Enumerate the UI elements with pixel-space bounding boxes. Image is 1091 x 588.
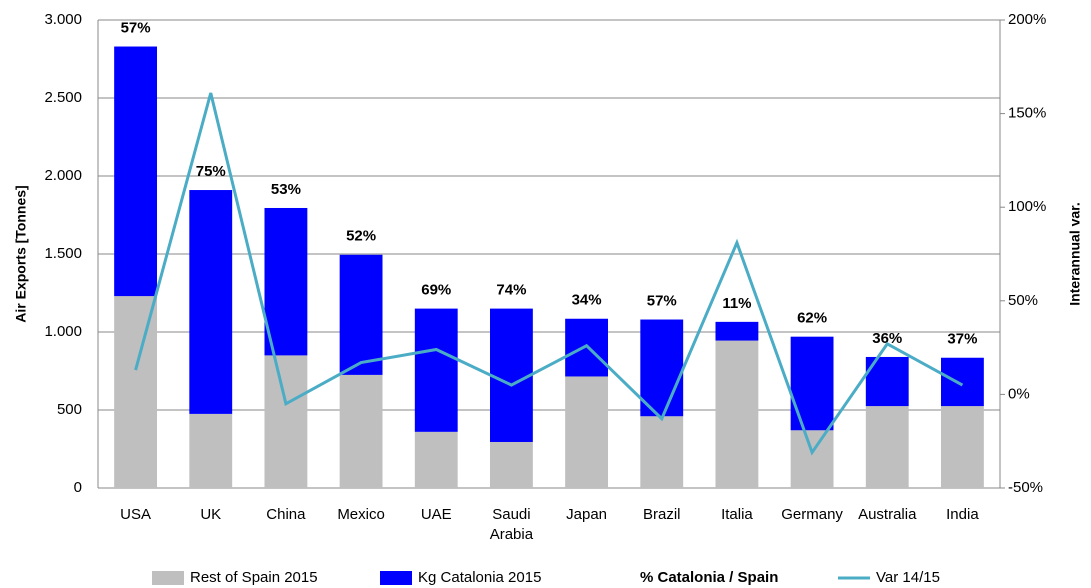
legend-label: Kg Catalonia 2015 xyxy=(418,569,541,586)
x-tick-label: Australia xyxy=(858,506,917,523)
y-tick-label: 500 xyxy=(57,401,82,418)
bar xyxy=(264,207,308,356)
legend-label: Rest of Spain 2015 xyxy=(190,569,318,586)
bar xyxy=(790,336,834,431)
legend-swatch xyxy=(380,571,412,585)
bar xyxy=(114,296,158,488)
bar xyxy=(189,190,233,414)
data-label: 57% xyxy=(647,292,677,309)
y-tick-label: 1.500 xyxy=(44,245,82,262)
y2-tick-label: 200% xyxy=(1008,11,1046,28)
x-tick-label: Italia xyxy=(721,506,753,523)
data-label: 62% xyxy=(797,310,827,327)
x-tick-label: Germany xyxy=(781,506,843,523)
bar xyxy=(414,308,458,432)
x-tick-label: China xyxy=(266,506,306,523)
y2-axis-title: Interannual var. xyxy=(1067,202,1083,305)
bar xyxy=(339,254,383,375)
y-tick-label: 2.500 xyxy=(44,89,82,106)
bar xyxy=(189,413,233,488)
legend-label: % Catalonia / Spain xyxy=(640,569,778,586)
y-tick-label: 3.000 xyxy=(44,11,82,28)
data-label: 74% xyxy=(496,282,526,299)
y2-tick-label: 150% xyxy=(1008,105,1046,122)
x-tick-label: UK xyxy=(200,506,222,523)
legend-swatch xyxy=(152,571,184,585)
bar xyxy=(715,340,759,488)
y2-tick-label: 0% xyxy=(1008,385,1030,402)
bar xyxy=(940,357,984,407)
x-tick-label: UAE xyxy=(420,506,452,523)
data-label: 69% xyxy=(421,282,451,299)
x-tick-label: Saudi Arabia xyxy=(489,506,534,543)
bar xyxy=(114,46,158,297)
y-tick-label: 1.000 xyxy=(44,323,82,340)
data-label: 57% xyxy=(121,19,151,36)
bar xyxy=(640,416,684,488)
data-label: 11% xyxy=(722,295,751,312)
y-axis-title: Air Exports [Tonnes] xyxy=(13,185,29,322)
bar xyxy=(489,441,533,488)
bar xyxy=(865,406,909,488)
y2-tick-label: 100% xyxy=(1008,198,1046,215)
data-label: 34% xyxy=(572,292,602,309)
x-tick-label: India xyxy=(946,506,979,523)
legend-label: Var 14/15 xyxy=(876,569,940,586)
x-tick-label: Japan xyxy=(566,506,608,523)
bar xyxy=(565,376,609,488)
bar xyxy=(940,406,984,488)
y-tick-label: 0 xyxy=(74,479,82,496)
y2-tick-label: 50% xyxy=(1008,292,1038,309)
data-label: 37% xyxy=(947,331,977,348)
bar xyxy=(264,355,308,488)
data-label: 53% xyxy=(271,181,301,198)
data-label: 36% xyxy=(872,330,902,347)
bar xyxy=(489,308,533,442)
y2-tick-label: -50% xyxy=(1008,479,1043,496)
data-label: 52% xyxy=(346,228,376,245)
bar xyxy=(715,321,759,341)
y-tick-label: 2.000 xyxy=(44,167,82,184)
line xyxy=(134,92,964,456)
bar xyxy=(339,374,383,488)
x-tick-label: USA xyxy=(120,506,151,523)
bar xyxy=(640,319,684,417)
bar xyxy=(790,430,834,488)
data-label: 75% xyxy=(196,163,226,180)
x-tick-label: Mexico xyxy=(337,506,385,523)
bar xyxy=(414,431,458,488)
x-tick-label: Brazil xyxy=(642,506,681,523)
